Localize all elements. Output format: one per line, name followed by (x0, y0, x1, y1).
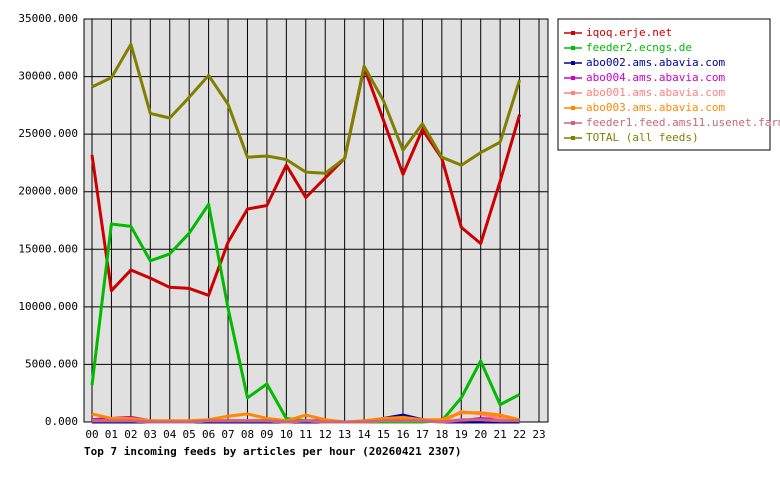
x-tick-label: 12 (319, 428, 332, 441)
legend-label: abo002.ams.abavia.com (586, 56, 725, 69)
legend-label: iqoq.erje.net (586, 26, 672, 39)
series-line (91, 42, 522, 175)
legend-label: abo004.ams.abavia.com (586, 71, 725, 84)
series-line (90, 65, 522, 297)
x-tick-label: 13 (338, 428, 351, 441)
x-tick-label: 08 (241, 428, 254, 441)
y-tick-label: 15000.000 (18, 242, 78, 255)
y-tick-label: 5000.000 (25, 357, 78, 370)
x-tick-label: 07 (221, 428, 234, 441)
legend-label: feeder1.feed.ams11.usenet.farm (586, 116, 780, 129)
legend-label: feeder2.ecngs.de (586, 41, 692, 54)
x-tick-label: 15 (377, 428, 390, 441)
x-tick-label: 04 (163, 428, 177, 441)
x-tick-label: 23 (532, 428, 545, 441)
x-tick-label: 00 (85, 428, 98, 441)
plot-area (83, 18, 549, 423)
y-tick-label: 35000.000 (18, 12, 78, 25)
x-tick-label: 18 (435, 428, 448, 441)
legend-marker (571, 31, 575, 35)
x-tick-label: 06 (202, 428, 215, 441)
x-tick-label: 16 (396, 428, 409, 441)
x-tick-label: 02 (124, 428, 137, 441)
series-line (92, 418, 520, 424)
series-lines (90, 42, 522, 424)
legend-marker (571, 76, 575, 80)
x-tick-label: 10 (280, 428, 293, 441)
y-tick-label: 20000.000 (18, 185, 78, 198)
chart-title: Top 7 incoming feeds by articles per hou… (84, 445, 462, 458)
y-tick-label: 10000.000 (18, 300, 78, 313)
x-tick-label: 05 (183, 428, 196, 441)
legend-marker (571, 46, 575, 50)
x-tick-label: 17 (416, 428, 429, 441)
legend-label: abo001.ams.abavia.com (586, 86, 725, 99)
x-tick-label: 11 (299, 428, 312, 441)
x-tick-label: 20 (474, 428, 487, 441)
legend-marker (571, 121, 575, 125)
x-tick-label: 09 (260, 428, 273, 441)
legend-marker (571, 61, 575, 65)
y-tick-label: 25000.000 (18, 127, 78, 140)
x-tick-label: 03 (144, 428, 157, 441)
legend-label: TOTAL (all feeds) (586, 131, 699, 144)
x-tick-label: 21 (494, 428, 507, 441)
y-tick-label: 30000.000 (18, 70, 78, 83)
legend-marker (571, 106, 575, 110)
x-tick-label: 19 (455, 428, 468, 441)
x-tick-label: 22 (513, 428, 526, 441)
x-tick-label: 01 (105, 428, 118, 441)
legend-box (557, 18, 771, 151)
legend-marker (571, 136, 575, 140)
legend-marker (571, 91, 575, 95)
legend-label: abo003.ams.abavia.com (586, 101, 725, 114)
x-tick-label: 14 (357, 428, 371, 441)
y-tick-label: 0.000 (45, 415, 78, 428)
